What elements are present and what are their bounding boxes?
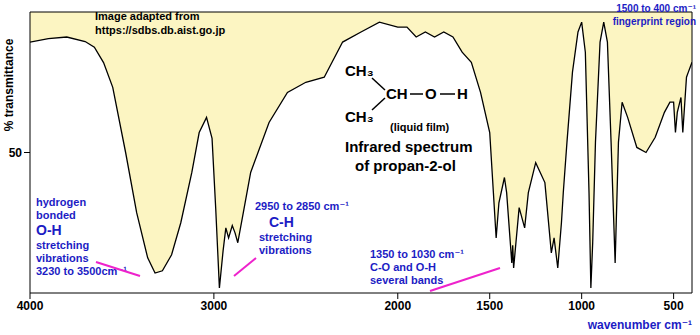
svg-text:1500 to 400 cm⁻¹: 1500 to 400 cm⁻¹ bbox=[616, 3, 692, 14]
svg-text:3230 to 3500cm⁻¹: 3230 to 3500cm⁻¹ bbox=[36, 265, 127, 277]
svg-text:CH₃: CH₃ bbox=[345, 108, 374, 125]
svg-text:H: H bbox=[457, 85, 468, 102]
svg-text:C-O and O-H: C-O and O-H bbox=[370, 261, 436, 273]
svg-text:hydrogen: hydrogen bbox=[36, 196, 86, 208]
svg-text:Infrared spectrum: Infrared spectrum bbox=[345, 138, 473, 155]
svg-text:1000: 1000 bbox=[568, 299, 595, 313]
svg-text:O: O bbox=[425, 85, 437, 102]
svg-text:several bands: several bands bbox=[370, 274, 443, 286]
svg-text:2950 to 2850 cm⁻¹: 2950 to 2850 cm⁻¹ bbox=[255, 200, 349, 212]
svg-text:2000: 2000 bbox=[384, 299, 411, 313]
svg-text:CH₃: CH₃ bbox=[345, 62, 374, 79]
svg-text:O-H: O-H bbox=[36, 222, 62, 238]
svg-text:3000: 3000 bbox=[201, 299, 228, 313]
svg-text:wavenumber cm⁻¹: wavenumber cm⁻¹ bbox=[587, 318, 692, 332]
svg-text:(liquid film): (liquid film) bbox=[390, 121, 450, 133]
svg-text:4000: 4000 bbox=[17, 299, 44, 313]
svg-text:vibrations: vibrations bbox=[36, 252, 89, 264]
svg-text:stretching: stretching bbox=[259, 231, 312, 243]
svg-text:stretching: stretching bbox=[36, 239, 89, 251]
svg-text:of propan-2-ol: of propan-2-ol bbox=[355, 157, 456, 174]
svg-text:500: 500 bbox=[664, 299, 684, 313]
svg-text:C-H: C-H bbox=[269, 214, 294, 230]
svg-text:50: 50 bbox=[9, 146, 23, 160]
svg-text:https://sdbs.db.aist.go.jp: https://sdbs.db.aist.go.jp bbox=[95, 24, 225, 36]
svg-text:CH: CH bbox=[386, 85, 408, 102]
svg-text:% transmittance: % transmittance bbox=[8, 38, 16, 131]
svg-text:1350 to 1030 cm⁻¹: 1350 to 1030 cm⁻¹ bbox=[370, 248, 464, 260]
svg-text:vibrations: vibrations bbox=[259, 244, 312, 256]
svg-text:fingerprint region: fingerprint region bbox=[613, 16, 692, 27]
svg-text:bonded: bonded bbox=[36, 209, 76, 221]
svg-text:Image adapted from: Image adapted from bbox=[95, 10, 200, 22]
svg-text:1500: 1500 bbox=[476, 299, 503, 313]
